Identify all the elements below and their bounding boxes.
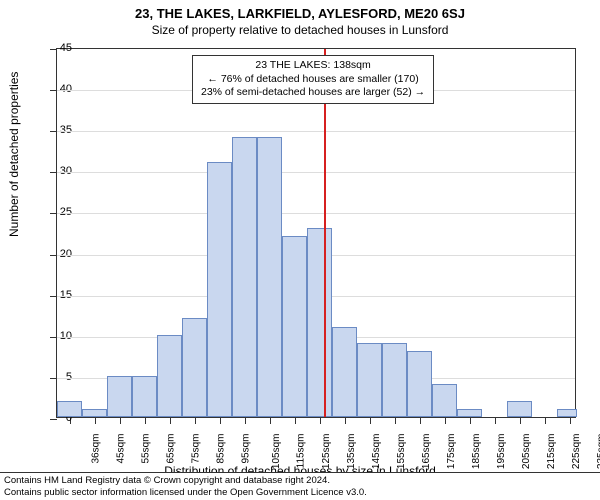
x-tick-label: 185sqm xyxy=(471,434,482,470)
histogram-bar xyxy=(132,376,157,417)
x-tick-label: 165sqm xyxy=(421,434,432,470)
y-tick xyxy=(50,255,57,256)
x-tick xyxy=(470,417,471,424)
info-box: 23 THE LAKES: 138sqm← 76% of detached ho… xyxy=(192,55,434,104)
histogram-bar xyxy=(207,162,232,417)
y-tick-label: 20 xyxy=(60,248,72,260)
info-line: ← 76% of detached houses are smaller (17… xyxy=(201,73,425,87)
y-tick xyxy=(50,213,57,214)
x-tick xyxy=(420,417,421,424)
y-tick-label: 15 xyxy=(60,289,72,301)
histogram-bar xyxy=(332,327,357,417)
gridline xyxy=(57,172,575,173)
x-tick-label: 55sqm xyxy=(140,434,151,464)
x-tick-label: 95sqm xyxy=(240,434,251,464)
histogram-bar xyxy=(232,137,257,417)
reference-line xyxy=(324,49,326,417)
page-title: 23, THE LAKES, LARKFIELD, AYLESFORD, ME2… xyxy=(0,0,600,21)
histogram-bar xyxy=(407,351,432,417)
info-line: 23% of semi-detached houses are larger (… xyxy=(201,86,425,100)
histogram-bar xyxy=(507,401,532,417)
histogram-bar xyxy=(382,343,407,417)
x-tick xyxy=(395,417,396,424)
histogram-bar xyxy=(307,228,332,417)
histogram-bar xyxy=(457,409,482,417)
x-tick xyxy=(270,417,271,424)
chart-area: 23 THE LAKES: 138sqm← 76% of detached ho… xyxy=(56,48,576,418)
x-tick xyxy=(95,417,96,424)
x-tick xyxy=(545,417,546,424)
x-tick xyxy=(195,417,196,424)
x-tick-label: 36sqm xyxy=(90,434,101,464)
footer: Contains HM Land Registry data © Crown c… xyxy=(0,472,600,500)
y-tick xyxy=(50,131,57,132)
gridline xyxy=(57,131,575,132)
y-tick xyxy=(50,378,57,379)
histogram-bar xyxy=(107,376,132,417)
y-axis-label: Number of detached properties xyxy=(7,72,21,237)
y-tick xyxy=(50,49,57,50)
x-tick-label: 195sqm xyxy=(496,434,507,470)
x-tick xyxy=(145,417,146,424)
x-tick-label: 205sqm xyxy=(521,434,532,470)
x-tick xyxy=(295,417,296,424)
x-tick-label: 135sqm xyxy=(346,434,357,470)
y-tick xyxy=(50,419,57,420)
y-tick xyxy=(50,172,57,173)
y-tick xyxy=(50,90,57,91)
x-tick xyxy=(170,417,171,424)
histogram-bar xyxy=(357,343,382,417)
y-tick-label: 10 xyxy=(60,330,72,342)
footer-line-2: Contains public sector information licen… xyxy=(4,487,596,498)
x-tick xyxy=(520,417,521,424)
x-tick-label: 65sqm xyxy=(165,434,176,464)
x-tick-label: 225sqm xyxy=(571,434,582,470)
info-line: 23 THE LAKES: 138sqm xyxy=(201,59,425,73)
x-tick-label: 235sqm xyxy=(596,434,600,470)
y-tick-label: 5 xyxy=(66,371,72,383)
histogram-bar xyxy=(82,409,107,417)
x-tick xyxy=(570,417,571,424)
y-tick-label: 40 xyxy=(60,83,72,95)
x-tick xyxy=(320,417,321,424)
x-tick-label: 75sqm xyxy=(190,434,201,464)
y-tick-label: 45 xyxy=(60,42,72,54)
x-tick xyxy=(220,417,221,424)
chart-subtitle: Size of property relative to detached ho… xyxy=(0,21,600,37)
x-tick xyxy=(345,417,346,424)
x-tick-label: 215sqm xyxy=(546,434,557,470)
x-tick-label: 155sqm xyxy=(396,434,407,470)
x-tick-label: 105sqm xyxy=(271,434,282,470)
x-tick-label: 175sqm xyxy=(446,434,457,470)
x-tick xyxy=(370,417,371,424)
histogram-bar xyxy=(157,335,182,417)
x-tick xyxy=(245,417,246,424)
histogram-bar xyxy=(557,409,577,417)
histogram-bar xyxy=(182,318,207,417)
x-tick-label: 45sqm xyxy=(115,434,126,464)
x-tick xyxy=(120,417,121,424)
histogram-bar xyxy=(57,401,82,417)
x-tick xyxy=(495,417,496,424)
y-tick xyxy=(50,296,57,297)
x-tick-label: 125sqm xyxy=(321,434,332,470)
y-tick-label: 25 xyxy=(60,206,72,218)
y-tick-label: 35 xyxy=(60,124,72,136)
y-tick xyxy=(50,337,57,338)
x-tick-label: 115sqm xyxy=(295,434,306,469)
histogram-bar xyxy=(257,137,282,417)
histogram-bar xyxy=(282,236,307,417)
footer-line-1: Contains HM Land Registry data © Crown c… xyxy=(4,475,596,486)
x-tick-label: 145sqm xyxy=(371,434,382,470)
gridline xyxy=(57,213,575,214)
x-tick-label: 85sqm xyxy=(215,434,226,464)
x-tick xyxy=(445,417,446,424)
y-tick-label: 30 xyxy=(60,165,72,177)
histogram-bar xyxy=(432,384,457,417)
